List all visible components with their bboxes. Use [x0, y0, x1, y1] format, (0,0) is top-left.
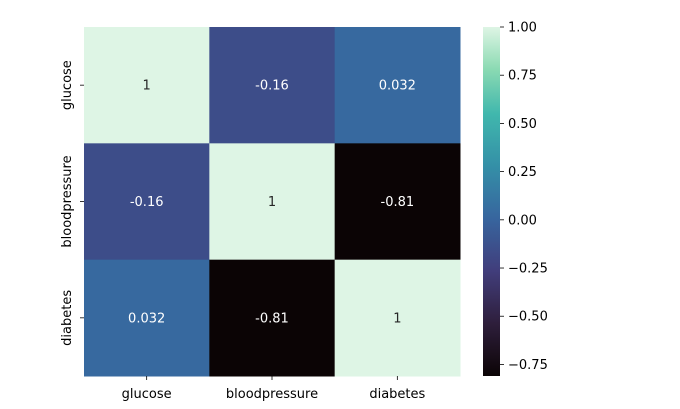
heatmap-cell [84, 27, 210, 144]
colorbar-tick-label: 0.25 [508, 165, 537, 180]
heatmap-cell [334, 259, 461, 377]
cell-annotation: -0.81 [255, 311, 289, 326]
heatmap-cell [84, 259, 210, 377]
cell-annotation: 1 [393, 311, 401, 326]
x-axis: glucose bloodpressure diabetes [122, 376, 426, 402]
heatmap-cells: 1 -0.16 0.032 -0.16 1 -0.81 0.032 -0.81 1 [84, 27, 461, 377]
cell-annotation: -0.16 [255, 79, 289, 94]
y-tick-label: diabetes [60, 290, 75, 346]
colorbar-gradient [483, 27, 500, 376]
cell-annotation: 0.032 [128, 311, 165, 326]
colorbar-tick-label: −0.50 [508, 310, 548, 325]
y-axis: glucose bloodpressure diabetes [60, 60, 84, 346]
heatmap-cell [334, 143, 461, 261]
x-tick-label: diabetes [369, 387, 425, 402]
cell-annotation: -0.16 [130, 195, 164, 210]
cell-annotation: 1 [268, 195, 276, 210]
y-tick-label: glucose [60, 60, 75, 110]
colorbar: 1.00 0.75 0.50 0.25 0.00 −0.25 −0.50 −0.75 [483, 21, 548, 376]
heatmap-cell [209, 143, 336, 261]
colorbar-tick-label: 0.75 [508, 69, 537, 84]
heatmap-cell [209, 259, 336, 377]
x-tick-label: glucose [122, 387, 172, 402]
cell-annotation: 0.032 [379, 79, 416, 94]
heatmap-cell [84, 143, 210, 261]
heatmap-cell [209, 27, 336, 144]
colorbar-tick-label: −0.75 [508, 358, 548, 373]
colorbar-tick-label: 0.00 [508, 213, 537, 228]
cell-annotation: 1 [143, 79, 151, 94]
cell-annotation: -0.81 [381, 195, 415, 210]
colorbar-tick-label: −0.25 [508, 262, 548, 277]
x-tick-label: bloodpressure [226, 387, 318, 402]
heatmap-cell [334, 27, 461, 144]
colorbar-tick-label: 1.00 [508, 21, 537, 36]
y-tick-label: bloodpressure [60, 155, 75, 247]
colorbar-tick-label: 0.50 [508, 117, 537, 132]
